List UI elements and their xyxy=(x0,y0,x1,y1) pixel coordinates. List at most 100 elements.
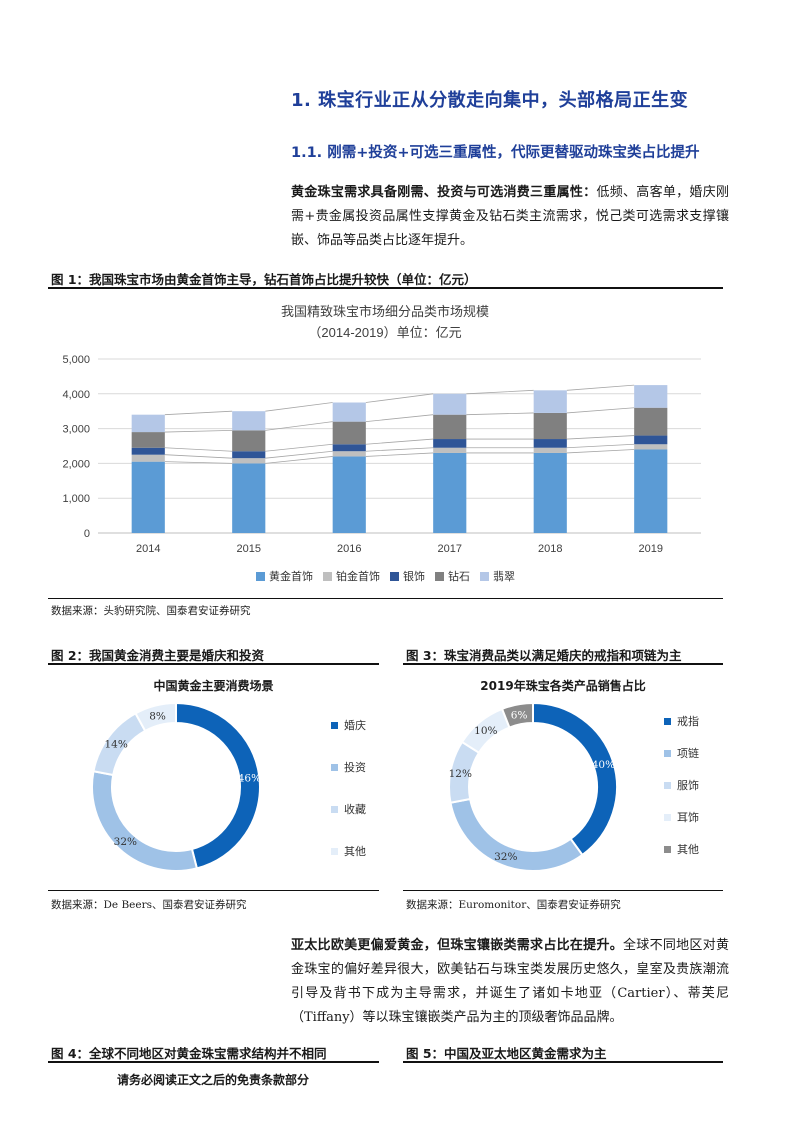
legend-swatch xyxy=(331,722,338,729)
series-connector-line xyxy=(164,407,635,433)
legend-label: 收藏 xyxy=(344,802,366,816)
figure5-top-rule xyxy=(403,1061,723,1063)
y-tick-label: 3,000 xyxy=(62,424,90,436)
chart-legend: 黄金首饰 铂金首饰 银饰 钻石 翡翠 xyxy=(48,568,723,584)
y-tick-label: 5,000 xyxy=(62,354,90,366)
legend-swatch xyxy=(435,571,444,581)
figure2-source: 数据来源：De Beers、国泰君安证券研究 xyxy=(51,899,247,911)
legend-label: 耳饰 xyxy=(677,810,699,824)
bar-segment xyxy=(131,447,165,455)
bar-segment xyxy=(332,444,366,452)
intro-paragraph: 黄金珠宝需求具备刚需、投资与可选消费三重属性：低频、高客单，婚庆刚需+贵金属投资… xyxy=(291,181,729,253)
disclaimer-footer: 请务必阅读正文之后的免责条款部分 xyxy=(117,1073,310,1087)
series-connector-line xyxy=(164,449,635,464)
x-tick-label: 2016 xyxy=(337,543,361,555)
bar-segment xyxy=(131,414,165,433)
legend-swatch xyxy=(664,782,671,789)
bar-segment xyxy=(332,402,366,422)
legend-swatch xyxy=(664,718,671,725)
donut-slice xyxy=(500,701,534,729)
donut-slice xyxy=(91,770,199,872)
bar-segment xyxy=(232,458,266,464)
series-connector-line xyxy=(164,435,635,452)
y-tick-label: 2,000 xyxy=(62,458,90,470)
donut-slice-label: 10% xyxy=(474,725,497,737)
bar-segment xyxy=(232,411,266,431)
figure2-title: 图 2：我国黄金消费主要是婚庆和投资 xyxy=(51,648,265,663)
bar-segment xyxy=(131,461,165,533)
subsection-heading: 1.1. 刚需+投资+可选三重属性，代际更替驱动珠宝类占比提升 xyxy=(291,145,700,161)
bar-segment xyxy=(433,447,467,453)
legend-label: 服饰 xyxy=(677,778,699,792)
y-tick-label: 4,000 xyxy=(62,389,90,401)
y-tick-label: 1,000 xyxy=(62,493,90,505)
donut-slice-label: 6% xyxy=(511,709,528,721)
legend-item: 银饰 xyxy=(390,568,425,584)
region-paragraph: 亚太比欧美更偏爱黄金，但珠宝镶嵌类需求占比在提升。全球不同地区对黄金珠宝的偏好差… xyxy=(291,934,729,1030)
chart-subtitle: （2014-2019）单位：亿元 xyxy=(308,325,461,340)
bar-segment xyxy=(332,456,366,533)
bar-segment xyxy=(433,393,467,415)
donut-slice xyxy=(175,701,261,870)
intro-paragraph-lead: 黄金珠宝需求具备刚需、投资与可选消费三重属性： xyxy=(291,185,597,200)
bar-segment xyxy=(634,407,668,436)
legend-label: 其他 xyxy=(677,843,699,856)
legend-label: 银饰 xyxy=(403,571,425,583)
bar-segment xyxy=(232,451,266,459)
donut-slice-label: 46% xyxy=(238,773,261,785)
chart-title: 我国精致珠宝市场细分品类市场规模 xyxy=(281,304,489,319)
legend-swatch xyxy=(390,571,399,581)
figure4-top-rule xyxy=(48,1061,379,1063)
x-tick-label: 2017 xyxy=(438,543,462,555)
bar-segment xyxy=(533,452,567,533)
bar-segment xyxy=(332,451,366,457)
bar-segment xyxy=(232,463,266,533)
bar-segment xyxy=(433,414,467,440)
bar-segment xyxy=(131,432,165,448)
figure2-bottom-rule xyxy=(48,890,379,891)
donut-slice-label: 12% xyxy=(449,768,472,780)
figure3-bottom-rule xyxy=(403,890,723,891)
bar-segment xyxy=(533,447,567,453)
legend-swatch xyxy=(256,571,265,581)
donut-slice-label: 8% xyxy=(149,710,166,722)
region-paragraph-lead: 亚太比欧美更偏爱黄金，但珠宝镶嵌类需求占比在提升。 xyxy=(291,938,624,953)
section-heading: 1. 珠宝行业正从分散走向集中，头部格局正生变 xyxy=(291,90,689,111)
legend-swatch xyxy=(331,806,338,813)
legend-label: 戒指 xyxy=(677,714,699,728)
bar-segment xyxy=(433,439,467,448)
y-tick-label: 0 xyxy=(84,528,90,540)
figure4-title: 图 4：全球不同地区对黄金珠宝需求结构并不相同 xyxy=(51,1046,327,1061)
legend-item: 翡翠 xyxy=(480,568,515,584)
bar-segment xyxy=(232,430,266,452)
donut-slice-label: 40% xyxy=(592,759,615,771)
legend-swatch xyxy=(480,571,489,581)
bar-segment xyxy=(634,449,668,533)
figure1-bottom-rule xyxy=(48,598,723,599)
bar-segment xyxy=(433,452,467,533)
donut2-title: 2019年珠宝各类产品销售占比 xyxy=(480,679,646,693)
legend-swatch xyxy=(664,814,671,821)
donut-slice-label: 32% xyxy=(494,851,517,863)
legend-swatch xyxy=(331,764,338,771)
donut-slice-label: 32% xyxy=(114,836,137,848)
bar-segment xyxy=(533,390,567,413)
legend-swatch xyxy=(331,848,338,855)
legend-swatch xyxy=(664,846,671,853)
legend-label: 黄金首饰 xyxy=(269,571,313,583)
figure3-source: 数据来源：Euromonitor、国泰君安证券研究 xyxy=(406,899,621,911)
figure5-title: 图 5：中国及亚太地区黄金需求为主 xyxy=(406,1046,607,1061)
intro-paragraph-body: 低频、高客单，婚庆刚需+贵金属投资品属性支撑黄金及钻石类主流需求，悦己类可选需求… xyxy=(291,185,729,248)
legend-item: 铂金首饰 xyxy=(323,568,380,584)
legend-label: 其他 xyxy=(344,845,366,858)
bar-segment xyxy=(332,421,366,445)
bar-chart: 我国精致珠宝市场细分品类市场规模 （2014-2019）单位：亿元 0 1,000… xyxy=(62,304,701,555)
bar-segment xyxy=(533,439,567,448)
donut-slice xyxy=(532,701,618,857)
figure3-top-rule xyxy=(403,663,723,665)
legend-label: 婚庆 xyxy=(344,718,366,732)
figure2-top-rule xyxy=(48,663,379,665)
legend-swatch xyxy=(323,571,332,581)
